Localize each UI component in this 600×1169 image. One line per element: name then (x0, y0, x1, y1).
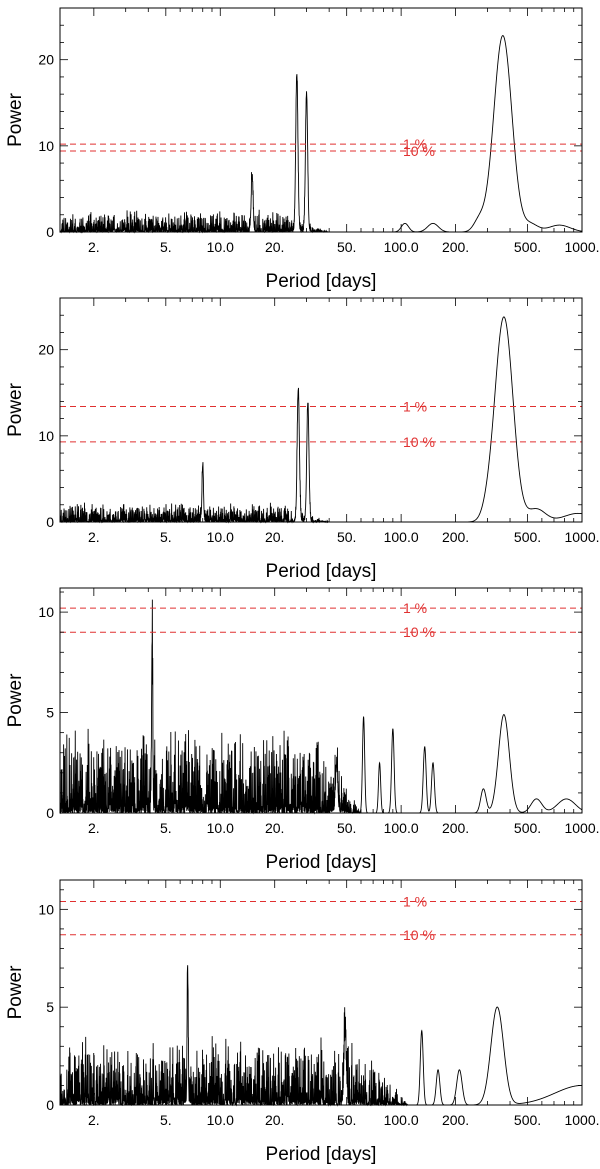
x-tick-label: 2. (88, 1112, 100, 1128)
x-tick-label: 10.0 (207, 1112, 234, 1128)
x-tick-label: 5. (160, 529, 172, 545)
y-tick-label: 0 (46, 224, 54, 240)
x-axis-title: Period [days] (266, 271, 377, 292)
x-tick-label: 5. (160, 820, 172, 836)
significance-label-1pct: 1 % (403, 136, 427, 152)
x-tick-label: 200. (442, 1112, 469, 1128)
y-tick-label: 10 (38, 428, 54, 444)
plot-frame (59, 7, 583, 233)
x-tick-label: 500. (514, 1112, 541, 1128)
y-tick-label: 0 (46, 514, 54, 530)
periodogram-panel-2: 1 % 10 % 2. 5. 10.0 20. 50. 100.0 200. 500. 1000. 0… (5, 297, 600, 582)
x-tick-label: 20. (265, 1112, 284, 1128)
y-tick-label: 10 (38, 604, 54, 620)
significance-label-1pct: 1 % (403, 600, 427, 616)
significance-label-1pct: 1 % (403, 894, 427, 910)
power-curve (59, 35, 583, 234)
significance-label-10pct: 10 % (403, 143, 435, 159)
x-tick-label: 500. (514, 529, 541, 545)
y-tick-label: 0 (46, 805, 54, 821)
y-tick-label: 5 (46, 999, 54, 1015)
y-tick-label: 0 (46, 1097, 54, 1113)
x-axis-title: Period [days] (266, 561, 377, 582)
y-axis-title: Power (5, 965, 26, 1020)
x-tick-label: 500. (514, 239, 541, 255)
x-tick-label: 100.0 (384, 820, 419, 836)
x-tick-label: 100.0 (384, 529, 419, 545)
periodogram-panel-4: 1 % 10 % 2. 5. 10.0 20. 50. 100.0 200. 500. 1000. 0… (5, 879, 600, 1165)
x-tick-label: 10.0 (207, 239, 234, 255)
x-tick-label: 10.0 (207, 529, 234, 545)
x-tick-label: 5. (160, 239, 172, 255)
x-tick-label: 100.0 (384, 1112, 419, 1128)
y-tick-label: 5 (46, 705, 54, 721)
y-axis-title: Power (5, 673, 26, 728)
x-axis-title: Period [days] (266, 852, 377, 873)
x-tick-label: 50. (337, 1112, 356, 1128)
x-tick-label: 1000. (564, 820, 599, 836)
power-curve (59, 316, 583, 524)
x-tick-label: 200. (442, 239, 469, 255)
x-axis-title: Period [days] (266, 1144, 377, 1165)
plot-frame (59, 879, 583, 1106)
x-tick-label: 20. (265, 820, 284, 836)
y-axis-title: Power (5, 382, 26, 437)
plot-frame (59, 587, 583, 814)
x-tick-label: 200. (442, 529, 469, 545)
y-tick-label: 10 (38, 138, 54, 154)
x-tick-label: 50. (337, 529, 356, 545)
x-tick-label: 50. (337, 239, 356, 255)
x-tick-label: 20. (265, 529, 284, 545)
power-curve (59, 965, 583, 1107)
x-tick-label: 200. (442, 820, 469, 836)
significance-label-10pct: 10 % (403, 624, 435, 640)
periodogram-panel-1: 1 %10 % 2. 5. 10.0 20. 50. 100.0 200. 500. 1000. 0… (5, 7, 600, 292)
x-tick-label: 50. (337, 820, 356, 836)
x-tick-label: 2. (88, 529, 100, 545)
x-tick-label: 2. (88, 239, 100, 255)
x-tick-label: 5. (160, 1112, 172, 1128)
plot-frame (59, 297, 583, 523)
significance-label-10pct: 10 % (403, 927, 435, 943)
significance-label-10pct: 10 % (403, 434, 435, 450)
x-tick-label: 2. (88, 820, 100, 836)
significance-label-1pct: 1 % (403, 399, 427, 415)
y-tick-label: 20 (38, 52, 54, 68)
x-tick-label: 1000. (564, 239, 599, 255)
x-tick-label: 100.0 (384, 239, 419, 255)
x-tick-label: 500. (514, 820, 541, 836)
power-curve (59, 599, 583, 815)
x-tick-label: 1000. (564, 529, 599, 545)
x-tick-label: 20. (265, 239, 284, 255)
periodogram-panel-3: 1 % 10 % 2. 5. 10.0 20. 50. 100.0 200. 500. 1000. 0… (5, 587, 600, 873)
x-tick-label: 10.0 (207, 820, 234, 836)
y-tick-label: 20 (38, 342, 54, 358)
y-tick-label: 10 (38, 901, 54, 917)
y-axis-title: Power (5, 92, 26, 147)
x-tick-label: 1000. (564, 1112, 599, 1128)
